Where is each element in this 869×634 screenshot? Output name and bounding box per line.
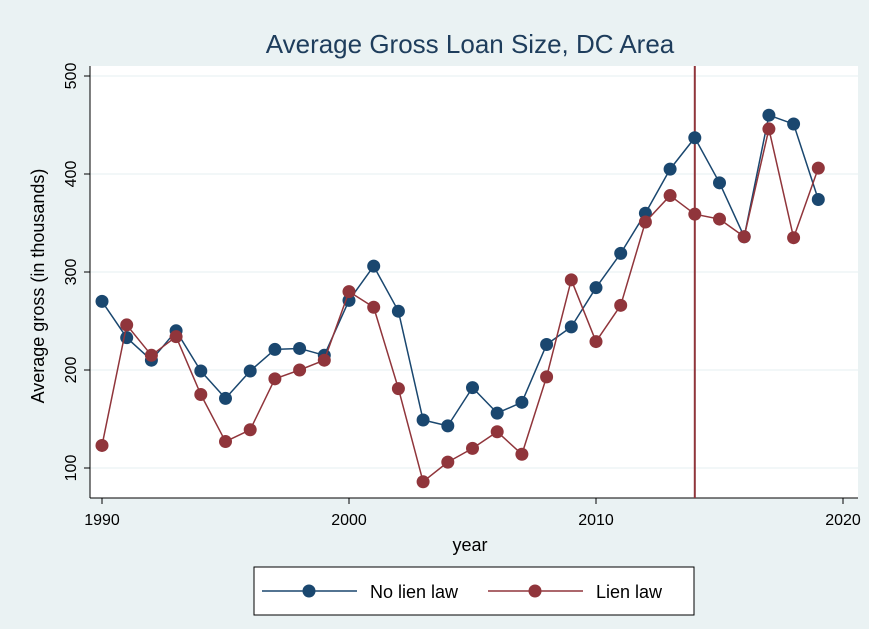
data-point-lien-law (120, 318, 134, 332)
data-point-lien-law (762, 122, 776, 136)
data-point-no-lien-law (95, 294, 109, 308)
data-point-no-lien-law (441, 419, 455, 433)
legend: No lien law Lien law (253, 566, 695, 616)
data-point-no-lien-law (416, 413, 430, 427)
data-point-no-lien-law (293, 341, 307, 355)
data-point-no-lien-law (811, 192, 825, 206)
y-tick-label: 300 (63, 259, 80, 286)
data-point-lien-law (713, 212, 726, 226)
x-tick-label: 2010 (578, 512, 614, 529)
data-point-no-lien-law (466, 381, 479, 395)
x-tick-label: 1990 (84, 512, 120, 529)
plot-area (90, 66, 858, 498)
series-group (95, 108, 825, 489)
data-point-lien-law (95, 438, 109, 452)
data-point-no-lien-law (713, 176, 726, 190)
data-point-lien-law (490, 425, 504, 439)
data-point-no-lien-law (194, 364, 208, 378)
data-point-lien-law (515, 447, 529, 461)
data-point-no-lien-law (688, 131, 702, 145)
data-point-no-lien-law (787, 117, 801, 131)
data-point-no-lien-law (663, 162, 677, 176)
data-point-lien-law (268, 372, 282, 386)
chart-title: Average Gross Loan Size, DC Area (266, 29, 675, 59)
legend-label-lien: Lien law (596, 582, 663, 602)
data-point-lien-law (317, 353, 331, 367)
data-point-lien-law (144, 348, 158, 362)
data-point-no-lien-law (762, 108, 776, 122)
legend-label-no-lien: No lien law (370, 582, 459, 602)
y-tick-label: 200 (63, 357, 80, 384)
data-point-no-lien-law (391, 304, 405, 318)
data-point-lien-law (540, 370, 554, 384)
data-point-lien-law (441, 455, 455, 469)
data-point-lien-law (737, 230, 751, 244)
x-tick-label: 2000 (331, 512, 367, 529)
x-axis-label: year (452, 535, 487, 555)
data-point-lien-law (367, 300, 381, 314)
data-point-no-lien-law (367, 259, 381, 273)
data-point-lien-law (589, 335, 603, 349)
data-point-no-lien-law (614, 246, 628, 260)
data-point-no-lien-law (564, 320, 578, 334)
tick-labels: 100 200 300 400 500 1990 2000 2010 2020 (63, 63, 861, 529)
data-point-no-lien-law (515, 395, 529, 409)
y-axis-label: Average gross (in thousands) (28, 169, 48, 404)
data-point-lien-law (416, 475, 430, 489)
data-point-lien-law (638, 215, 652, 229)
data-point-lien-law (391, 382, 405, 396)
data-point-lien-law (342, 285, 356, 299)
y-tick-label: 100 (63, 455, 80, 482)
legend-marker-no-lien (302, 584, 316, 598)
data-point-lien-law (243, 423, 257, 437)
data-point-lien-law (663, 189, 677, 203)
data-point-no-lien-law (268, 342, 282, 356)
data-point-no-lien-law (120, 331, 134, 345)
data-point-no-lien-law (219, 391, 232, 405)
data-point-lien-law (564, 273, 578, 287)
data-point-lien-law (614, 298, 628, 312)
data-point-lien-law (466, 441, 479, 455)
data-point-lien-law (194, 388, 208, 401)
x-tick-label: 2020 (825, 512, 861, 529)
gridlines (90, 75, 858, 469)
legend-marker-lien (528, 584, 542, 598)
data-point-lien-law (688, 207, 702, 221)
data-point-no-lien-law (243, 364, 257, 378)
data-point-lien-law (811, 161, 825, 175)
data-point-lien-law (293, 363, 307, 377)
data-point-lien-law (787, 231, 801, 245)
series-lien-law (95, 122, 825, 489)
data-point-no-lien-law (540, 338, 554, 352)
y-tick-label: 400 (63, 161, 80, 188)
data-point-no-lien-law (589, 281, 603, 295)
data-point-lien-law (169, 330, 183, 344)
data-point-lien-law (219, 435, 232, 449)
data-point-no-lien-law (490, 406, 504, 420)
y-tick-label: 500 (63, 63, 80, 90)
axes (84, 66, 858, 504)
